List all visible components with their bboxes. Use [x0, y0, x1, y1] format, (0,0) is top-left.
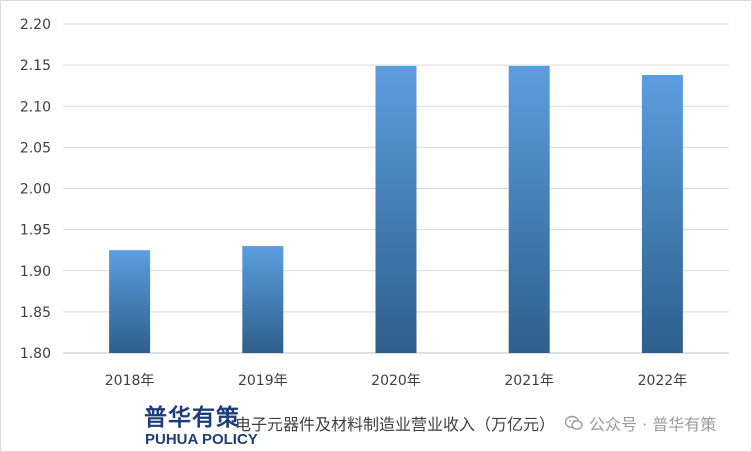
chart-caption: 电子元器件及材料制造业营业收入（万亿元）	[235, 415, 556, 434]
bar-2020年	[375, 65, 417, 353]
x-tick-label: 2022年	[638, 373, 688, 389]
bar-2018年	[109, 250, 151, 353]
x-tick-label: 2019年	[238, 373, 288, 389]
y-tick-label: 2.10	[20, 99, 51, 115]
bar-2021年	[508, 65, 550, 353]
y-tick-label: 2.15	[20, 58, 51, 74]
y-tick-label: 2.20	[20, 17, 51, 33]
x-tick-label: 2018年	[105, 373, 155, 389]
y-tick-label: 1.95	[20, 223, 51, 239]
x-tick-label: 2021年	[504, 373, 554, 389]
watermark-text: 公众号 · 普华有策	[589, 415, 717, 434]
y-tick-label: 2.05	[20, 140, 51, 156]
bar-2019年	[242, 246, 284, 353]
wechat-icon	[565, 415, 583, 430]
x-tick-label: 2020年	[371, 373, 421, 389]
logo-text-cn: 普华有策	[144, 405, 240, 431]
watermark: 公众号 · 普华有策	[565, 411, 716, 435]
y-tick-label: 2.00	[20, 182, 51, 198]
y-tick-label: 1.80	[20, 346, 51, 362]
bar-2022年	[641, 74, 683, 354]
y-tick-label: 1.90	[20, 264, 51, 280]
y-tick-label: 1.85	[20, 305, 51, 321]
logo-text-en: PUHUA POLICY	[145, 431, 258, 448]
